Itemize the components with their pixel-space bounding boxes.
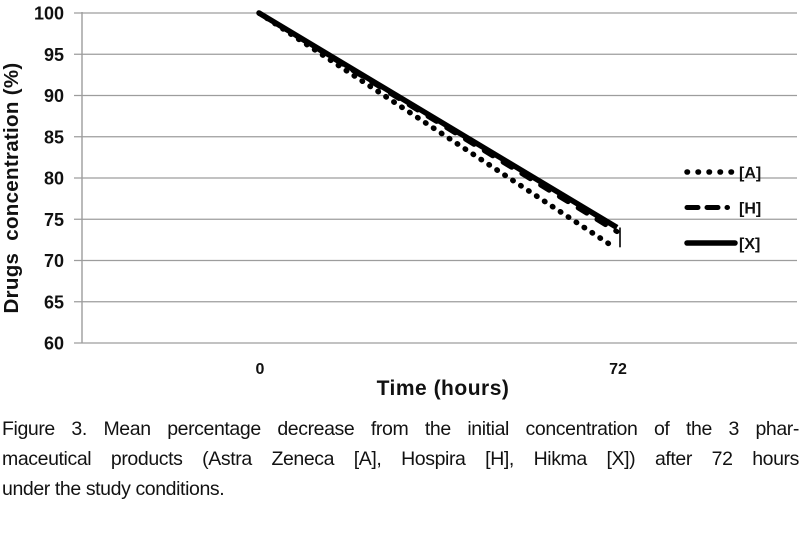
y-tick-label-80: 80 — [44, 169, 64, 189]
caption-line-1: Figure 3. Mean percentage decrease from … — [2, 418, 799, 440]
y-tick-label-75: 75 — [44, 210, 64, 230]
y-tick-label-85: 85 — [44, 127, 64, 147]
y-tick-label-65: 65 — [44, 292, 64, 312]
series-line-solid — [257, 10, 619, 230]
y-tick-label-90: 90 — [44, 86, 64, 106]
series-line-dotted — [256, 10, 616, 250]
x-tick-label-72: 72 — [609, 361, 627, 378]
y-tick-label-95: 95 — [44, 45, 64, 65]
caption-line-3: under the study conditions. — [2, 478, 225, 500]
x-axis-title: Time (hours) — [377, 377, 510, 400]
y-tick-label-100: 100 — [34, 4, 64, 24]
caption-line-2: maceutical products (Astra Zeneca [A], H… — [2, 448, 799, 470]
legend-label-dotted: [A] — [739, 165, 761, 182]
y-axis-title: Drugs concentration (%) — [0, 63, 23, 314]
figure-3: 100 95 90 85 80 75 70 65 60 0 72 Time (hours) Drugs … — [0, 4, 799, 504]
y-tick-label-70: 70 — [44, 251, 64, 271]
legend-label-dashed: [H] — [739, 201, 761, 218]
y-tick-label-60: 60 — [44, 334, 64, 354]
figure-caption: Figure 3. Mean percentage decrease from … — [2, 414, 799, 504]
chart-area: 100 95 90 85 80 75 70 65 60 0 72 Time (hours) Drugs … — [0, 4, 797, 400]
legend-label-solid: [X] — [739, 236, 760, 253]
drug-concentration-line-chart: 100 95 90 85 80 75 70 65 60 0 72 Time (hours) Drugs … — [0, 4, 797, 400]
x-tick-label-0: 0 — [256, 361, 265, 378]
